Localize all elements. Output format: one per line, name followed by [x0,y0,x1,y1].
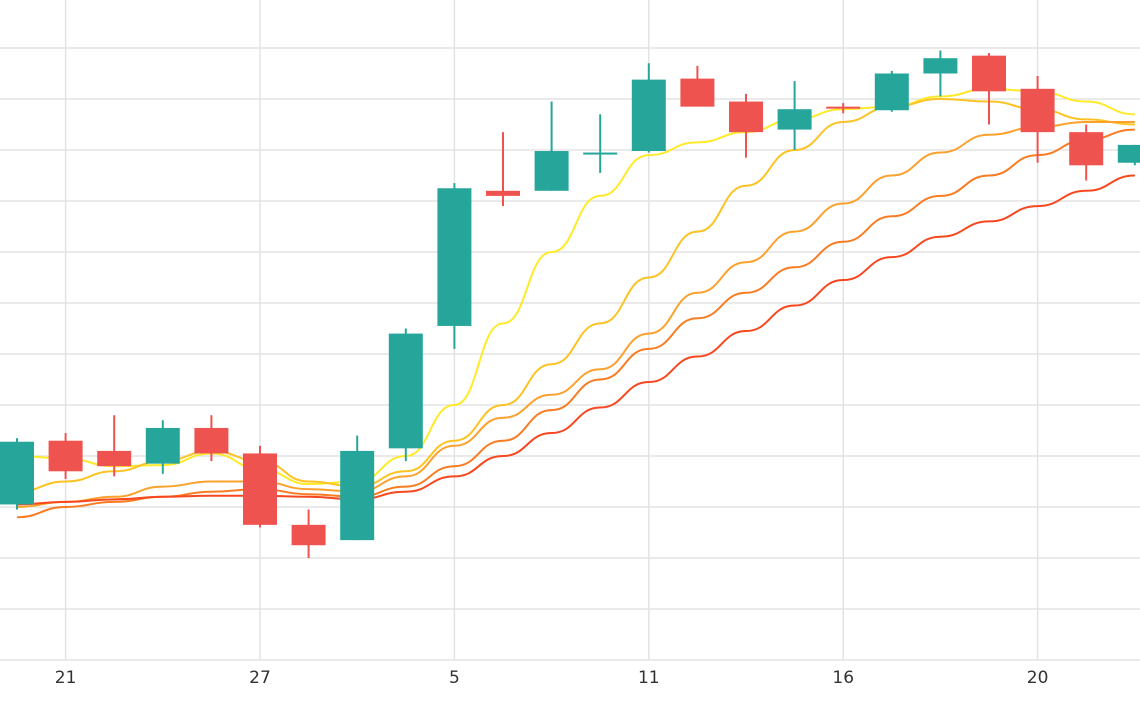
candle-body [194,427,229,454]
candle-body [777,109,812,130]
x-tick-label: 11 [638,668,660,688]
candle-body [340,450,375,541]
candle-body [534,151,569,191]
ma-line-5 [16,174,1135,506]
candle [388,328,423,462]
candle-body [680,78,715,107]
candle-body [1117,144,1140,163]
candle-body [486,190,520,196]
candle-body [729,101,763,133]
candle [534,101,569,191]
candle [194,415,229,462]
candle-body [631,79,666,152]
x-tick-label: 5 [449,668,460,688]
x-axis-ticks: 21 27 5 11 16 20 [55,668,1049,688]
candle-body [48,440,83,472]
candle-body [243,453,277,525]
candle [777,81,812,150]
candle [340,435,375,541]
candle-body [97,450,132,467]
candles [0,50,1140,558]
ma-line-4 [16,128,1135,519]
x-tick-label: 21 [55,668,77,688]
candle [1117,144,1140,166]
candle [145,420,180,474]
candle [243,445,277,528]
candle [874,70,909,112]
candle [729,93,763,158]
candle-body [291,524,326,546]
candle-body [923,58,958,74]
candle [97,415,132,477]
candle [583,114,618,173]
grid [0,0,1140,661]
candle-body [583,152,618,155]
candle [680,65,715,107]
candle [437,183,472,349]
candle [291,509,326,558]
candle-body [826,106,861,109]
x-tick-label: 20 [1027,668,1049,688]
candle [826,103,861,114]
candle [923,50,958,97]
candle-body [1069,132,1104,166]
candle [631,63,666,153]
candle-body [388,333,423,449]
candle-body [972,55,1006,92]
ma-line-2 [16,97,1135,493]
candle-body [0,441,34,505]
candle [972,53,1006,125]
candle-body [1020,88,1055,133]
candle [48,433,83,479]
candle-body [145,427,180,464]
candle [1020,76,1055,163]
x-tick-label: 27 [249,668,271,688]
candle-body [874,73,909,111]
x-tick-label: 16 [832,668,854,688]
candle [1069,124,1104,181]
candle-body [437,188,472,326]
ma-line-3 [16,120,1135,508]
candle [486,132,520,207]
candle [0,438,34,510]
ma-line-1 [16,87,1135,486]
